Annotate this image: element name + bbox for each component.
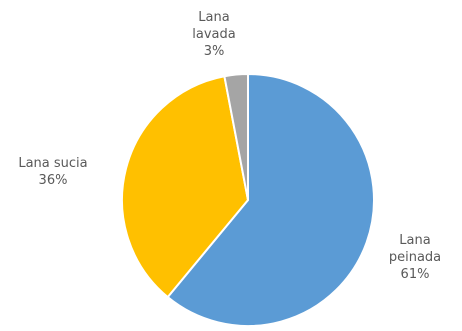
slice-label-lana-lavada: Lana lavada 3% xyxy=(174,9,254,60)
slice-value-label: 36% xyxy=(38,173,68,188)
slice-label-line: peinada xyxy=(388,250,442,265)
slice-label-lana-sucia: Lana sucia 36% xyxy=(8,155,98,189)
pie-slice-0 xyxy=(166,72,375,327)
slice-label-line: Lana xyxy=(399,233,431,248)
slice-label-line: lavada xyxy=(192,27,236,42)
slice-value-label: 3% xyxy=(203,44,225,59)
slice-label-line: Lana sucia xyxy=(18,156,88,171)
slice-label-line: Lana xyxy=(198,10,230,25)
slice-value-label: 61% xyxy=(400,267,430,282)
slice-label-lana-peinada: Lana peinada 61% xyxy=(380,232,450,283)
pie-slice-2 xyxy=(223,72,249,201)
pie-slice-1 xyxy=(121,75,250,299)
